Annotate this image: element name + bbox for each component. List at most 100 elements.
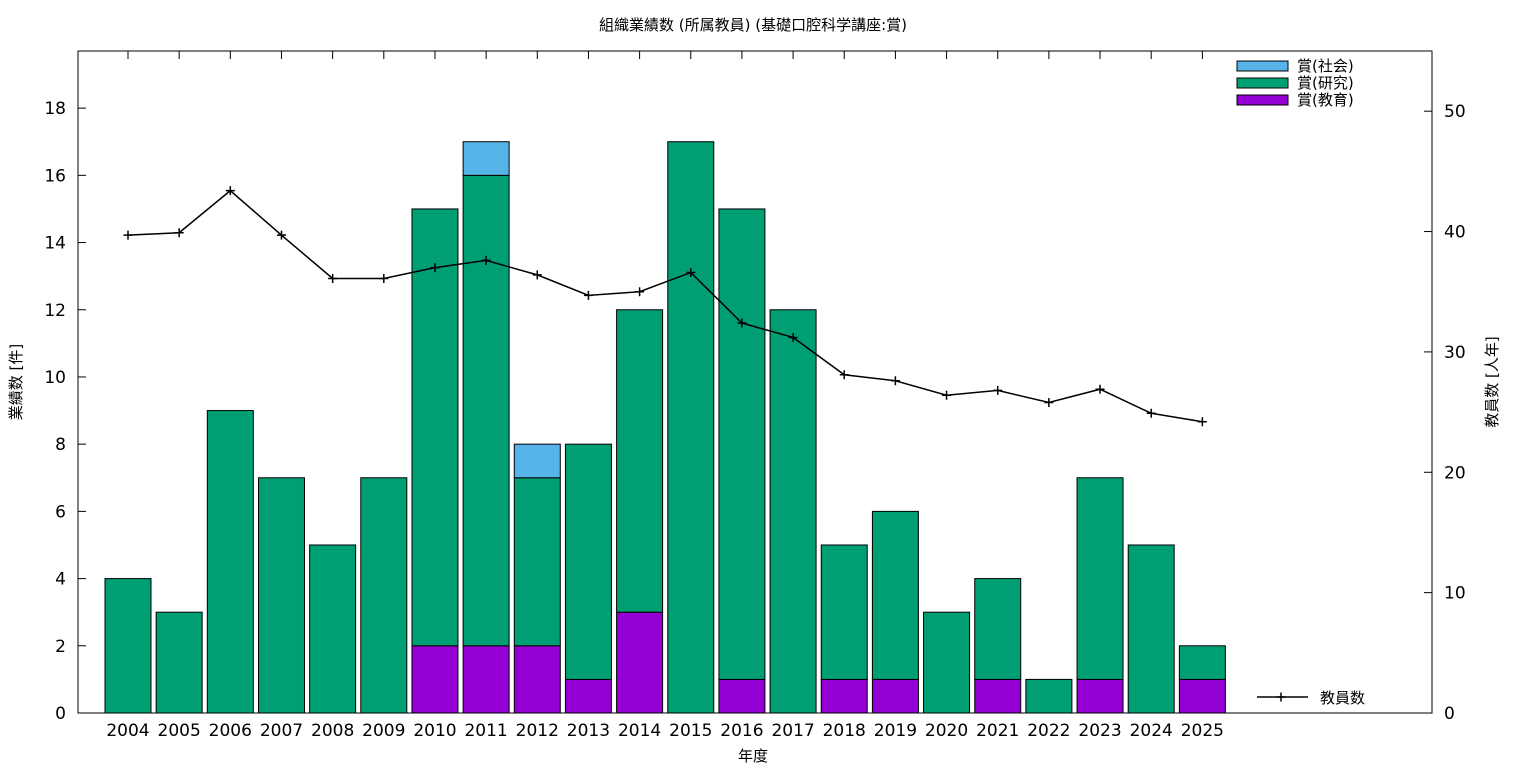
x-tick-label: 2021 (976, 721, 1019, 741)
line-point (993, 385, 1003, 395)
bar-segment (462, 645, 510, 714)
y-tick-label: 16 (44, 166, 66, 186)
x-tick-label: 2010 (413, 721, 456, 741)
x-tick-label: 2018 (823, 721, 866, 741)
line-point (890, 376, 900, 386)
y-tick-label: 12 (44, 301, 66, 321)
line-point (942, 390, 952, 400)
line-point (1197, 417, 1207, 427)
legend-label-kyoiku: 賞(教育) (1297, 91, 1354, 109)
axis-tick-labels: 0 2 4 6 8 10 12 14 16 18 0 10 20 30 40 50 2004 2005 2006 20… (44, 99, 1465, 741)
x-tick-label: 2016 (720, 721, 763, 741)
line-point (123, 230, 133, 240)
bar-segment (1127, 544, 1175, 714)
legend-swatch-kenkyu (1236, 77, 1289, 89)
bar-segment (564, 678, 612, 714)
x-tick-label: 2017 (771, 721, 814, 741)
x-tick-label: 2013 (567, 721, 610, 741)
x-tick-label: 2004 (106, 721, 149, 741)
line-point (430, 263, 440, 273)
legend: 賞(社会) 賞(研究) 賞(教育) 教員数 (1236, 57, 1365, 707)
y-tick-label: 8 (55, 435, 66, 455)
y-tick-label: 6 (55, 502, 66, 522)
y2-tick-label: 20 (1444, 463, 1466, 483)
bar-segment (871, 678, 919, 714)
bar-segment (513, 443, 561, 479)
line-point (737, 318, 747, 328)
x-tick-label: 2014 (618, 721, 661, 741)
y2-tick-label: 30 (1444, 343, 1466, 363)
x-tick-label: 2011 (464, 721, 507, 741)
y-tick-label: 14 (44, 234, 66, 254)
bar-segment (309, 544, 357, 714)
line-point (1095, 384, 1105, 394)
x-tick-label: 2020 (925, 721, 968, 741)
bar-segment (411, 645, 459, 714)
y2-tick-label: 10 (1444, 584, 1466, 604)
x-tick-label: 2012 (516, 721, 559, 741)
bar-segment (513, 645, 561, 714)
x-tick-label: 2022 (1027, 721, 1070, 741)
legend-swatch-kyoiku (1236, 94, 1289, 106)
legend-swatch-shakai (1236, 60, 1289, 72)
bar-segment (1076, 678, 1124, 714)
bar-segment (871, 510, 919, 680)
x-tick-label: 2008 (311, 721, 354, 741)
x-tick-label: 2023 (1078, 721, 1121, 741)
x-tick-label: 2006 (209, 721, 252, 741)
bar-segment (974, 678, 1022, 714)
bar-segment (206, 410, 254, 714)
bar-segment (718, 208, 766, 680)
y-tick-label: 4 (55, 570, 66, 590)
bar-segment (769, 309, 817, 714)
x-tick-label: 2005 (158, 721, 201, 741)
line-point (686, 267, 696, 277)
bar-segment (1076, 477, 1124, 680)
bar-segment (411, 208, 459, 647)
bar-segment (616, 309, 664, 613)
bar-segment (820, 544, 868, 680)
bar-segment (718, 678, 766, 714)
line-point (635, 287, 645, 297)
y2-axis-label: 教員数 [人年] (1483, 336, 1501, 427)
bar-segment (104, 578, 152, 714)
y-axis-label: 業績数 [件] (7, 344, 25, 420)
legend-label-kenkyu: 賞(研究) (1297, 74, 1354, 92)
line-point (1146, 408, 1156, 418)
y2-tick-label: 0 (1444, 704, 1455, 724)
chart-title: 組織業績数 (所属教員) (基礎口腔科学講座:賞) (599, 16, 907, 34)
bar-segment (155, 611, 203, 714)
bar-segment (462, 174, 510, 647)
y-tick-label: 2 (55, 637, 66, 657)
line-point (481, 255, 491, 265)
line-point (276, 230, 286, 240)
x-axis-label: 年度 (738, 747, 768, 765)
line-point (174, 228, 184, 238)
line-point (1044, 397, 1054, 407)
bar-segment (1025, 678, 1073, 714)
x-tick-label: 2007 (260, 721, 303, 741)
line-point (328, 273, 338, 283)
line-point (839, 370, 849, 380)
y2-tick-label: 50 (1444, 102, 1466, 122)
y-tick-label: 0 (55, 704, 66, 724)
bar-segment (820, 678, 868, 714)
bar-segment (667, 141, 715, 714)
line-point (379, 273, 389, 283)
line-point (225, 186, 235, 196)
bar-segment (1178, 645, 1226, 680)
y-tick-label: 10 (44, 368, 66, 388)
line-point (532, 270, 542, 280)
x-tick-label: 2015 (669, 721, 712, 741)
bar-segment (974, 578, 1022, 680)
legend-label-kyoin: 教員数 (1320, 689, 1365, 707)
bars-group (104, 141, 1226, 714)
bar-segment (360, 477, 408, 714)
legend-label-shakai: 賞(社会) (1297, 57, 1354, 75)
bar-segment (462, 141, 510, 176)
y2-tick-label: 40 (1444, 223, 1466, 243)
x-tick-label: 2019 (874, 721, 917, 741)
legend-line-marker (1276, 692, 1286, 702)
x-tick-label: 2025 (1181, 721, 1224, 741)
